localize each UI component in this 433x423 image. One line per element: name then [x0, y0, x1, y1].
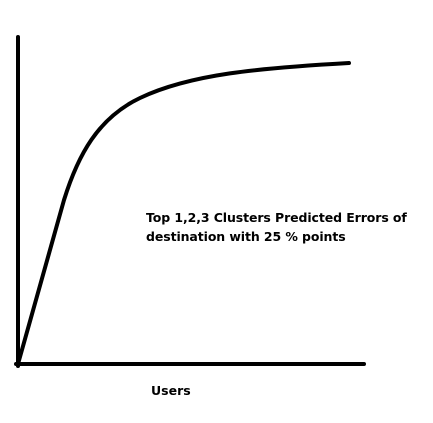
x-axis-label: Users: [151, 383, 191, 398]
growth-curve: [16, 61, 351, 366]
curve-annotation: Top 1,2,3 Clusters Predicted Errors of d…: [146, 208, 407, 246]
annotation-line-1: Top 1,2,3 Clusters Predicted Errors of: [146, 210, 407, 225]
annotation-line-2: destination with 25 % points: [146, 229, 346, 244]
